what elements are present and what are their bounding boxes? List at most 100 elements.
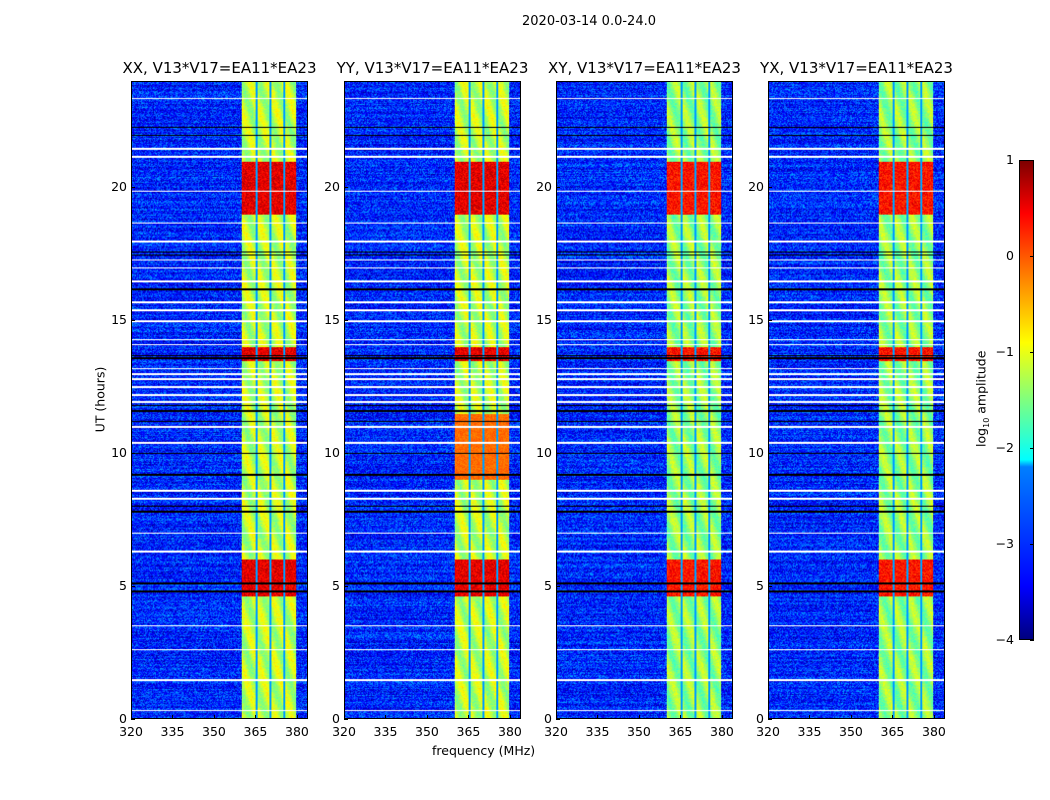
y-tick-label: 10	[748, 445, 764, 461]
y-tick-mark	[131, 586, 135, 588]
x-tick-mark	[172, 715, 174, 719]
y-tick-label: 10	[111, 445, 127, 461]
x-tick-label: 335	[373, 724, 398, 739]
x-tick-mark	[638, 715, 640, 719]
y-tick-mark	[131, 719, 135, 720]
x-tick-label: 335	[160, 724, 185, 739]
y-tick-mark	[556, 586, 560, 588]
x-tick-mark	[296, 715, 298, 719]
y-tick-mark	[768, 320, 772, 322]
x-tick-mark	[344, 715, 345, 719]
x-tick-mark	[385, 715, 387, 719]
x-tick-mark	[213, 715, 215, 719]
panel-title: YX, V13*V17=EA11*EA23	[760, 59, 953, 77]
x-tick-mark	[680, 715, 682, 719]
x-tick-label: 320	[332, 724, 356, 739]
y-tick-mark	[556, 187, 560, 189]
spectrogram-panel	[768, 81, 945, 719]
x-tick-mark	[809, 715, 811, 719]
x-tick-label: 365	[243, 724, 268, 739]
y-tick-mark	[556, 719, 560, 720]
colorbar-tick-label: 1	[1006, 152, 1014, 167]
x-tick-label: 350	[627, 724, 651, 739]
x-tick-mark	[933, 715, 935, 719]
y-tick-label: 10	[536, 445, 552, 461]
colorbar-tick-label: −2	[995, 440, 1014, 455]
colorbar-tick-label: −1	[995, 344, 1014, 359]
y-tick-label: 15	[111, 312, 127, 328]
colorbar-tick-label: −4	[995, 632, 1014, 647]
spectrogram-image	[769, 82, 944, 718]
x-tick-mark	[768, 715, 769, 719]
colorbar-tick-mark	[1030, 160, 1034, 161]
y-tick-label: 5	[119, 578, 127, 594]
y-tick-label: 0	[756, 711, 764, 726]
x-tick-label: 350	[202, 724, 226, 739]
colorbar-tick-mark	[1030, 448, 1034, 449]
x-tick-label: 320	[544, 724, 568, 739]
x-axis-label: frequency (MHz)	[432, 743, 536, 758]
x-tick-mark	[721, 715, 723, 719]
colorbar	[1019, 160, 1034, 640]
y-tick-label: 0	[119, 711, 127, 726]
y-tick-mark	[768, 586, 772, 588]
y-tick-label: 15	[324, 312, 340, 328]
figure-title: 2020-03-14 0.0-24.0	[522, 14, 656, 29]
y-tick-label: 20	[111, 179, 127, 195]
y-tick-label: 10	[324, 445, 340, 461]
x-tick-label: 365	[880, 724, 905, 739]
y-tick-label: 0	[332, 711, 340, 726]
x-tick-label: 380	[285, 724, 309, 739]
x-tick-mark	[131, 715, 132, 719]
y-tick-mark	[344, 320, 348, 322]
colorbar-label: log10 amplitude	[973, 350, 991, 447]
x-tick-label: 350	[415, 724, 439, 739]
y-tick-mark	[131, 320, 135, 322]
x-tick-label: 320	[756, 724, 780, 739]
colorbar-tick-mark	[1030, 256, 1034, 257]
y-tick-label: 5	[332, 578, 340, 594]
panel-title: YY, V13*V17=EA11*EA23	[336, 59, 529, 77]
y-tick-mark	[768, 187, 772, 189]
x-tick-mark	[850, 715, 852, 719]
colorbar-tick-mark	[1030, 640, 1034, 641]
spectrogram-panel	[556, 81, 733, 719]
y-tick-label: 5	[756, 578, 764, 594]
x-tick-label: 335	[797, 724, 822, 739]
colorbar-tick-label: −3	[995, 536, 1014, 551]
y-tick-label: 0	[544, 711, 552, 726]
y-tick-mark	[768, 719, 772, 720]
x-tick-label: 380	[498, 724, 522, 739]
colorbar-tick-mark	[1030, 544, 1034, 545]
x-tick-mark	[892, 715, 894, 719]
x-tick-label: 320	[119, 724, 143, 739]
x-tick-label: 380	[710, 724, 734, 739]
y-tick-mark	[556, 320, 560, 322]
x-tick-label: 350	[839, 724, 863, 739]
y-tick-mark	[556, 453, 560, 455]
y-tick-label: 15	[748, 312, 764, 328]
x-tick-mark	[597, 715, 599, 719]
y-tick-mark	[131, 453, 135, 455]
y-tick-label: 20	[748, 179, 764, 195]
x-tick-label: 365	[668, 724, 693, 739]
x-tick-mark	[426, 715, 428, 719]
spectrogram-panel	[131, 81, 308, 719]
spectrogram-panel	[344, 81, 521, 719]
spectrogram-image	[345, 82, 520, 718]
y-tick-mark	[131, 187, 135, 189]
y-tick-mark	[768, 453, 772, 455]
y-tick-mark	[344, 586, 348, 588]
y-tick-mark	[344, 719, 348, 720]
colorbar-tick-mark	[1030, 352, 1034, 353]
x-tick-label: 365	[456, 724, 481, 739]
y-tick-mark	[344, 187, 348, 189]
x-tick-label: 380	[922, 724, 946, 739]
panel-title: XX, V13*V17=EA11*EA23	[122, 59, 317, 77]
y-tick-label: 20	[324, 179, 340, 195]
y-tick-label: 20	[536, 179, 552, 195]
colorbar-tick-label: 0	[1006, 248, 1014, 263]
y-axis-label: UT (hours)	[92, 366, 108, 433]
x-tick-mark	[255, 715, 257, 719]
